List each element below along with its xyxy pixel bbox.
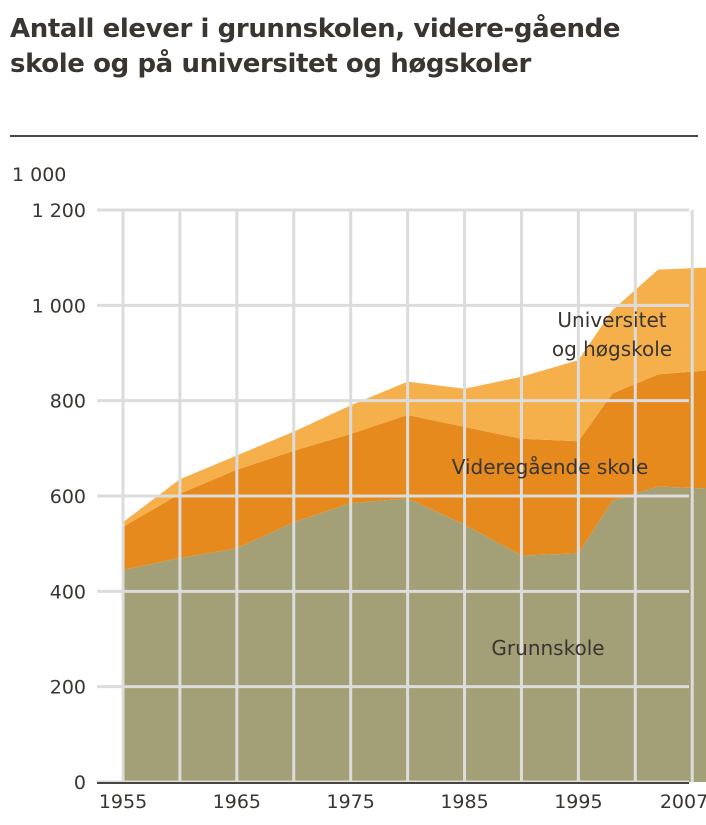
y-tick-label: 400 [50,581,86,603]
y-tick-label: 600 [50,486,86,508]
label-videregaende: Videregående skole [452,455,649,479]
x-tick-label: 1965 [213,791,261,813]
area-grunnskole [123,486,706,782]
y-tick-label: 1 000 [32,295,86,317]
grid-lines [97,208,694,784]
area-videreg-ende-skole [123,370,706,570]
chart-title: Antall elever i grunnskolen, videre-gåen… [10,14,621,79]
area-universitet-og-h-gskole [123,267,706,527]
label-universitet-line1: Universitet [557,308,666,332]
y-tick-label: 200 [50,677,86,699]
label-grunnskole: Grunnskole [491,636,604,660]
x-tick-label: 1955 [99,791,147,813]
area-layers [123,267,706,782]
y-unit-label: 1 000 [12,164,66,186]
x-tick-label: 1985 [440,791,488,813]
x-tick-label: 1995 [554,791,602,813]
title-divider [10,135,698,137]
x-tick-label: 2007 [660,791,706,813]
y-tick-label: 800 [50,391,86,413]
y-tick-label: 1 200 [32,200,86,222]
x-tick-label: 1975 [327,791,375,813]
y-tick-label: 0 [74,772,86,794]
y-axis-ticks: 0 200 400 600 800 1 000 1 200 [32,200,86,794]
x-axis-ticks: 1955 1965 1975 1985 1995 2007 [99,791,706,813]
label-universitet-line2: og høgskole [552,337,672,361]
